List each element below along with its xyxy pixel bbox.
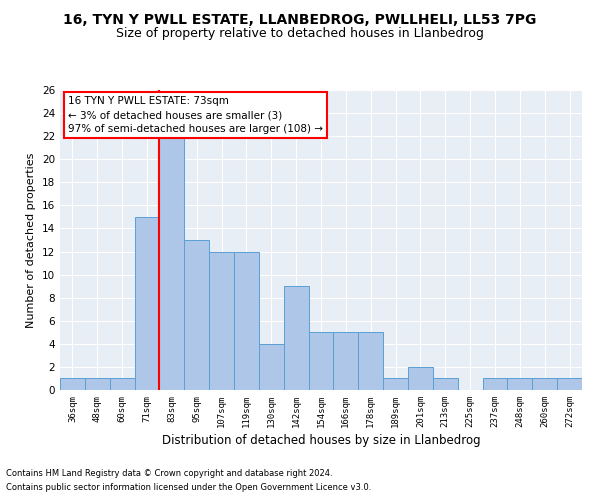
Bar bbox=[259, 344, 284, 390]
Bar bbox=[433, 378, 458, 390]
Bar bbox=[234, 252, 259, 390]
Bar bbox=[408, 367, 433, 390]
Bar bbox=[508, 378, 532, 390]
Text: Size of property relative to detached houses in Llanbedrog: Size of property relative to detached ho… bbox=[116, 28, 484, 40]
Bar bbox=[134, 217, 160, 390]
Y-axis label: Number of detached properties: Number of detached properties bbox=[26, 152, 37, 328]
Text: 16, TYN Y PWLL ESTATE, LLANBEDROG, PWLLHELI, LL53 7PG: 16, TYN Y PWLL ESTATE, LLANBEDROG, PWLLH… bbox=[64, 12, 536, 26]
Bar bbox=[383, 378, 408, 390]
Text: Contains public sector information licensed under the Open Government Licence v3: Contains public sector information licen… bbox=[6, 484, 371, 492]
Bar bbox=[532, 378, 557, 390]
Bar bbox=[284, 286, 308, 390]
Bar bbox=[334, 332, 358, 390]
Text: 16 TYN Y PWLL ESTATE: 73sqm
← 3% of detached houses are smaller (3)
97% of semi-: 16 TYN Y PWLL ESTATE: 73sqm ← 3% of deta… bbox=[68, 96, 323, 134]
Bar bbox=[160, 136, 184, 390]
Bar bbox=[358, 332, 383, 390]
Bar bbox=[482, 378, 508, 390]
Bar bbox=[184, 240, 209, 390]
Bar bbox=[209, 252, 234, 390]
Bar bbox=[110, 378, 134, 390]
X-axis label: Distribution of detached houses by size in Llanbedrog: Distribution of detached houses by size … bbox=[161, 434, 481, 447]
Bar bbox=[60, 378, 85, 390]
Text: Contains HM Land Registry data © Crown copyright and database right 2024.: Contains HM Land Registry data © Crown c… bbox=[6, 468, 332, 477]
Bar bbox=[557, 378, 582, 390]
Bar bbox=[308, 332, 334, 390]
Bar bbox=[85, 378, 110, 390]
